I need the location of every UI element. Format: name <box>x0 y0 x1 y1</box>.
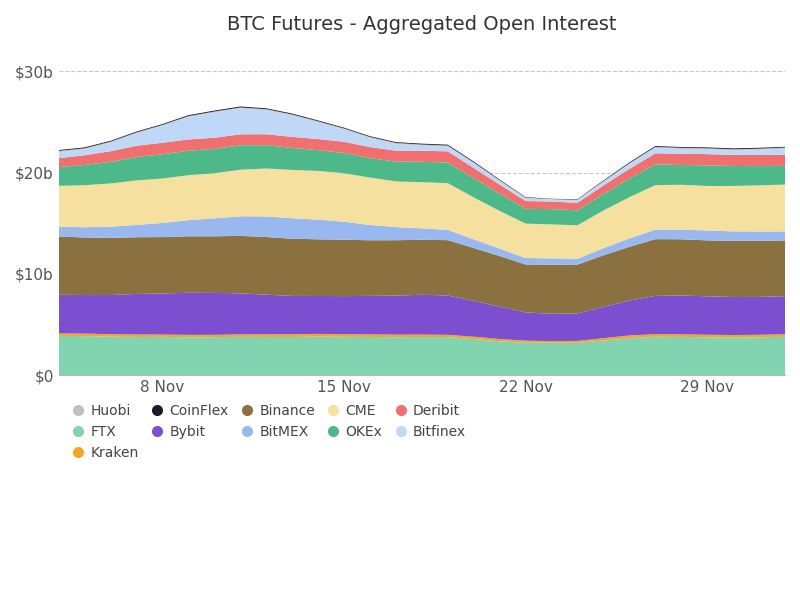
Title: BTC Futures - Aggregated Open Interest: BTC Futures - Aggregated Open Interest <box>227 15 617 34</box>
Legend: Huobi, FTX, Kraken, CoinFlex, Bybit, Binance, BitMEX, CME, OKEx, Deribit, Bitfin: Huobi, FTX, Kraken, CoinFlex, Bybit, Bin… <box>66 399 472 466</box>
